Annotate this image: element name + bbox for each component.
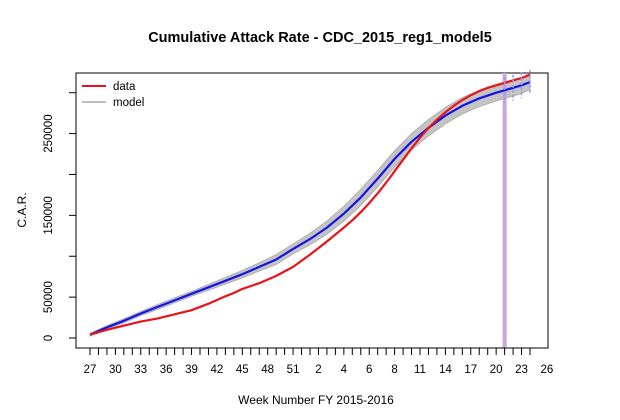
y-axis: 0 50000 150000 250000 bbox=[43, 92, 77, 341]
y-tick-label: 250000 bbox=[43, 114, 55, 152]
x-tick-label: 4 bbox=[341, 364, 348, 376]
model-band-group bbox=[89, 74, 531, 337]
x-tick-label: 36 bbox=[160, 364, 173, 376]
x-tick-label: 39 bbox=[185, 364, 198, 376]
y-axis-label: C.A.R. bbox=[15, 192, 29, 227]
y-tick-label: 150000 bbox=[43, 196, 55, 234]
x-tick-label: 6 bbox=[366, 364, 372, 376]
series-group bbox=[89, 73, 531, 336]
x-tick-label: 11 bbox=[414, 364, 426, 376]
plot-frame bbox=[75, 72, 549, 349]
series-line-model-mean bbox=[89, 81, 531, 336]
x-axis-label: Week Number FY 2015-2016 bbox=[238, 393, 394, 407]
legend: data model bbox=[82, 81, 144, 109]
y-tick-label: 0 bbox=[43, 335, 55, 341]
x-tick-label: 20 bbox=[490, 364, 503, 376]
x-tick-label: 33 bbox=[134, 364, 147, 376]
legend-label-model: model bbox=[113, 97, 144, 109]
x-tick-label: 23 bbox=[515, 364, 528, 376]
x-tick-label: 26 bbox=[541, 364, 554, 376]
legend-label-data: data bbox=[113, 81, 136, 93]
x-tick-label: 8 bbox=[391, 364, 397, 376]
x-tick-label: 48 bbox=[261, 364, 274, 376]
y-tick-label: 50000 bbox=[43, 281, 55, 313]
series-line-data bbox=[89, 73, 531, 336]
model-band bbox=[89, 74, 531, 337]
x-tick-label: 51 bbox=[287, 364, 300, 376]
x-tick-label: 14 bbox=[439, 364, 452, 376]
x-axis: 27 30 33 36 39 42 45 48 51 2 4 6 8 11 14 17 20 23 26 bbox=[84, 347, 554, 376]
x-tick-label: 27 bbox=[84, 364, 97, 376]
x-tick-label: 45 bbox=[236, 364, 249, 376]
x-tick-label: 30 bbox=[109, 364, 122, 376]
x-tick-label: 2 bbox=[315, 364, 321, 376]
forecast-dashes-group bbox=[503, 69, 531, 104]
x-tick-label: 42 bbox=[211, 364, 224, 376]
x-tick-label: 17 bbox=[464, 364, 477, 376]
chart-title: Cumulative Attack Rate - CDC_2015_reg1_m… bbox=[148, 30, 492, 46]
